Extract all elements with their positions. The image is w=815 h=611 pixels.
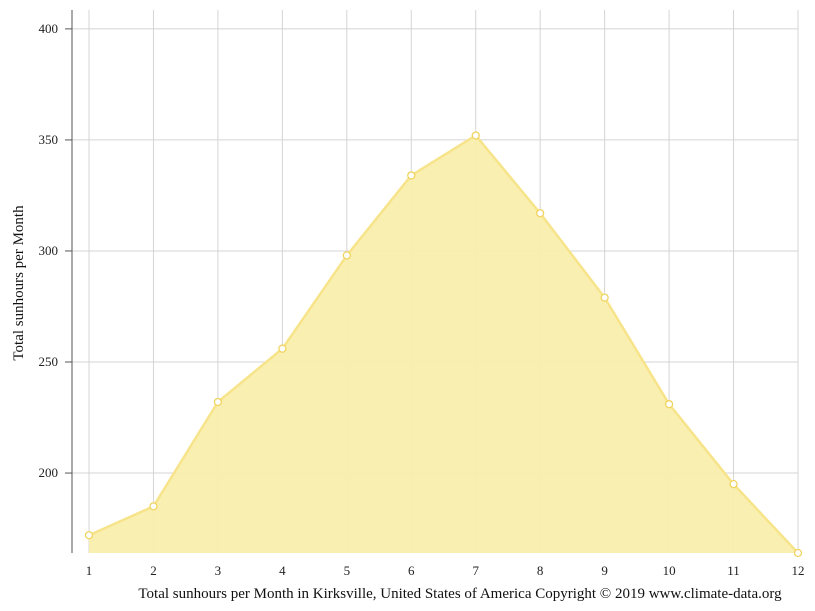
- x-tick-label: 5: [344, 563, 351, 578]
- y-tick-label: 400: [39, 21, 59, 36]
- y-tick-label: 200: [39, 465, 59, 480]
- x-tick-label: 8: [537, 563, 544, 578]
- data-point[interactable]: [600, 293, 609, 302]
- series-line: [88, 134, 799, 554]
- x-tick-label: 12: [792, 563, 805, 578]
- x-tick-label: 4: [279, 563, 286, 578]
- data-point[interactable]: [471, 131, 480, 140]
- y-tick-label: 250: [39, 354, 59, 369]
- chart-caption: Total sunhours per Month in Kirksville, …: [138, 586, 782, 602]
- data-markers: [84, 131, 803, 558]
- data-point[interactable]: [278, 344, 287, 353]
- data-point[interactable]: [536, 209, 545, 218]
- y-axis-title: Total sunhours per Month: [11, 205, 27, 361]
- x-tick-label: 9: [601, 563, 608, 578]
- x-tick-label: 3: [215, 563, 222, 578]
- area-series: [88, 134, 799, 554]
- x-tick-label: 2: [150, 563, 157, 578]
- x-tick-label: 10: [663, 563, 676, 578]
- axes: [65, 10, 73, 553]
- data-point[interactable]: [84, 531, 94, 540]
- data-point[interactable]: [793, 548, 803, 558]
- x-tick-label: 6: [408, 563, 415, 578]
- data-point[interactable]: [407, 171, 416, 180]
- data-point[interactable]: [664, 400, 674, 409]
- x-tick-label: 1: [86, 563, 93, 578]
- data-point[interactable]: [342, 251, 351, 260]
- data-point[interactable]: [149, 502, 158, 511]
- data-point[interactable]: [213, 397, 223, 407]
- area-fill: [89, 135, 798, 553]
- x-tick-label: 7: [472, 563, 479, 578]
- y-tick-label: 300: [39, 243, 59, 258]
- x-tick-label: 11: [727, 563, 740, 578]
- y-tick-label: 350: [39, 132, 59, 147]
- data-point[interactable]: [729, 480, 738, 489]
